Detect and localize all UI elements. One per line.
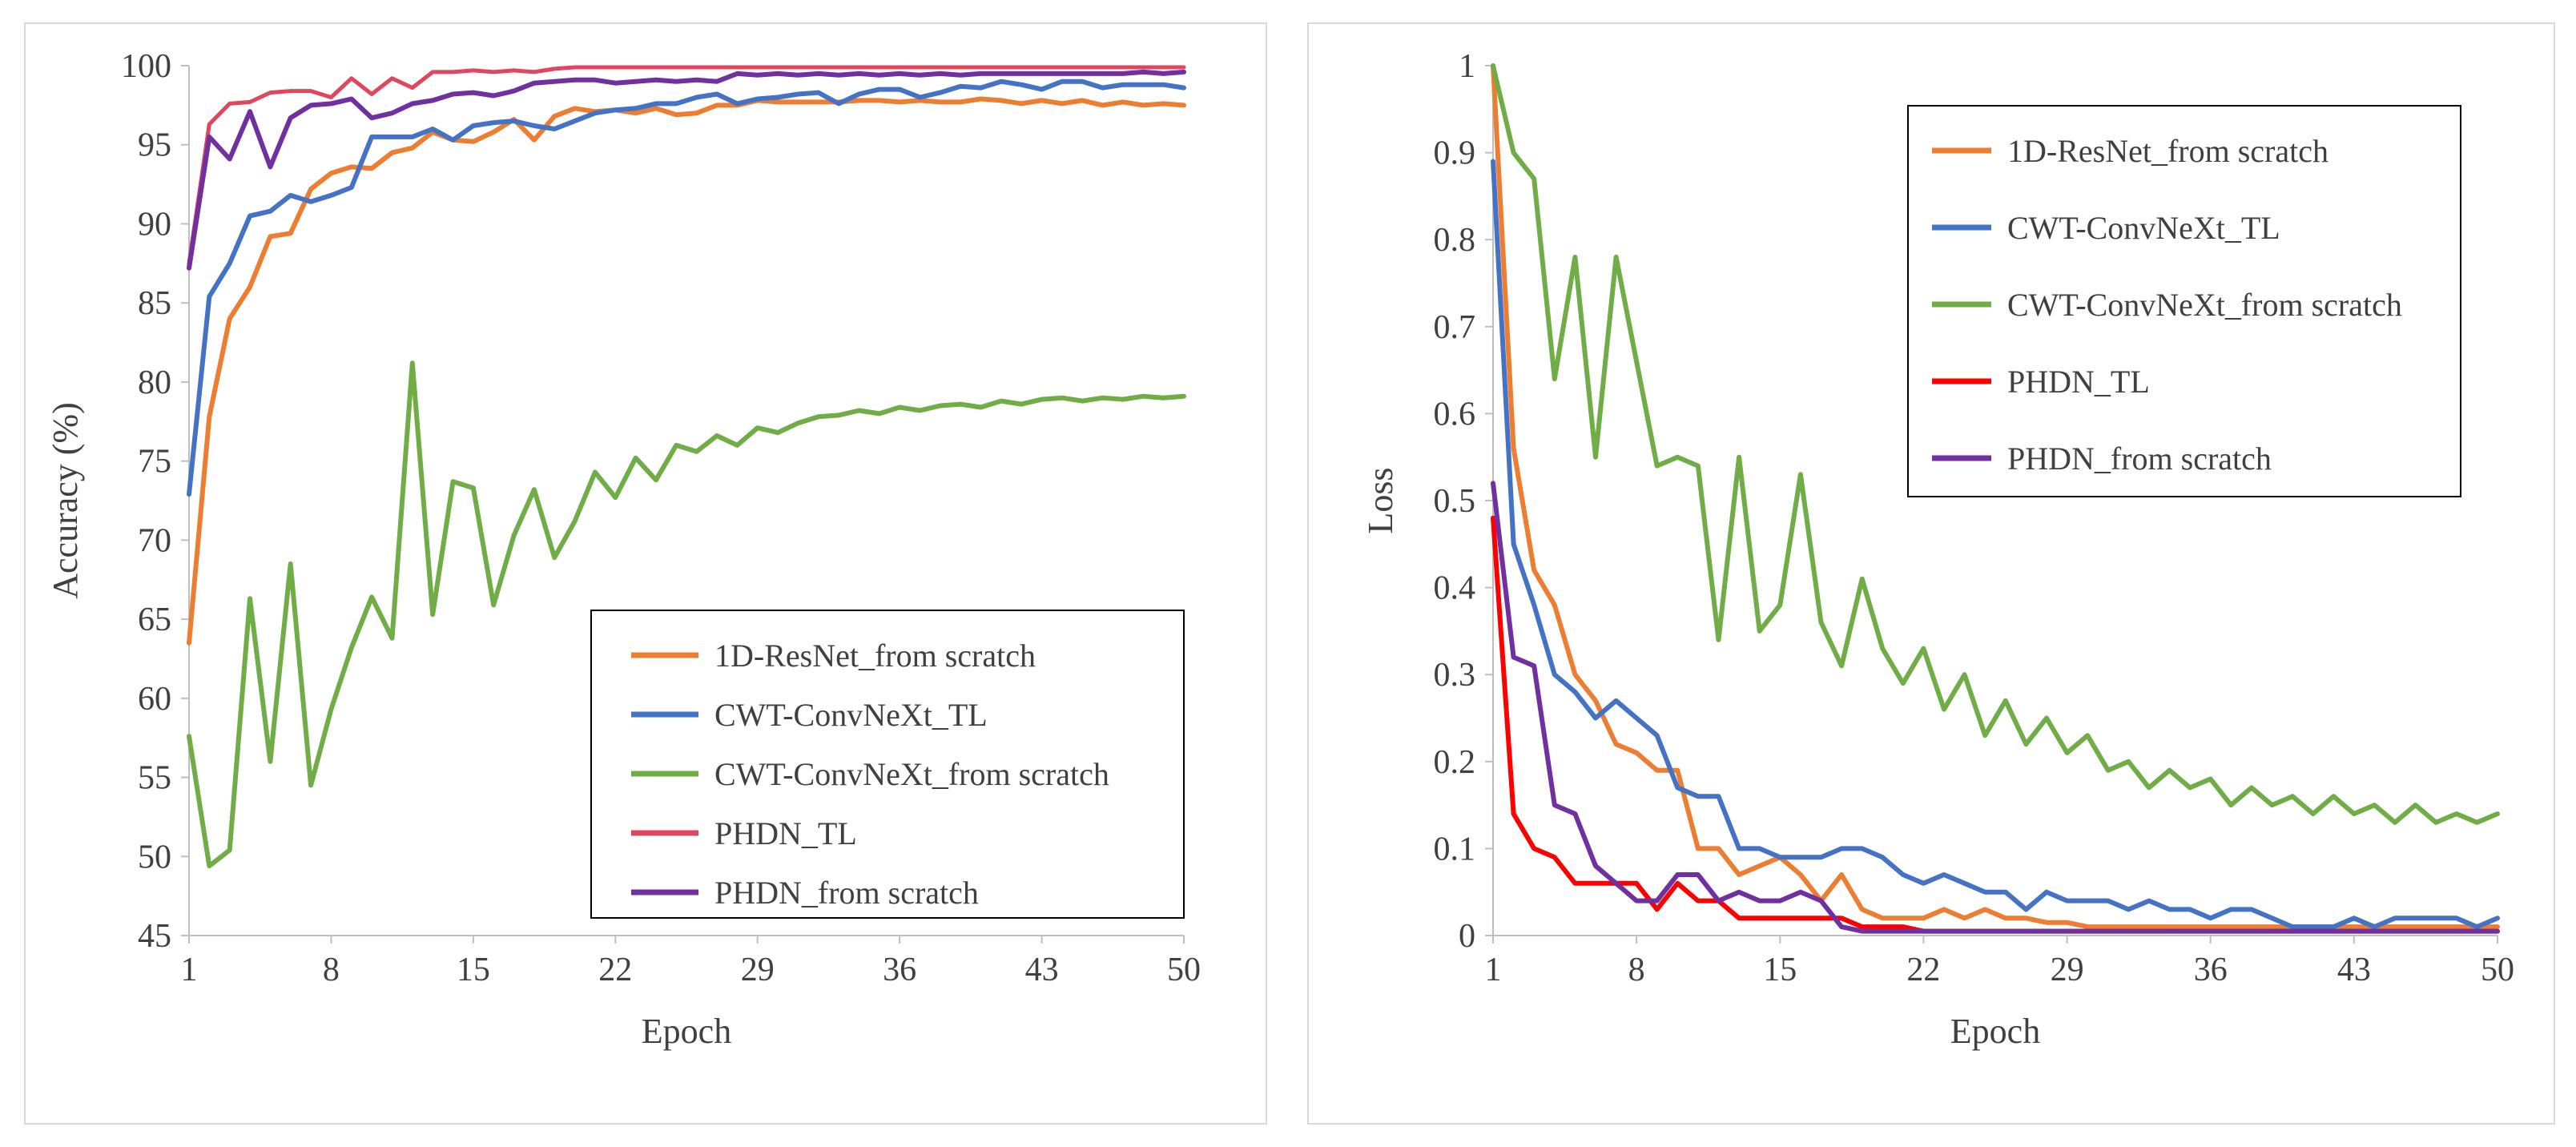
x-axis-title: Epoch (642, 1012, 731, 1051)
y-axis-title: Loss (1361, 467, 1400, 533)
x-tick-label: 8 (323, 952, 340, 988)
y-tick-label: 95 (138, 127, 171, 164)
legend-label-cwt-convnext-tl: CWT-ConvNeXt_TL (2007, 210, 2280, 246)
x-tick-label: 43 (2337, 952, 2371, 988)
x-tick-label: 22 (598, 952, 632, 988)
y-tick-label: 50 (138, 839, 171, 875)
legend: 1D-ResNet_from scratch CWT-ConvNeXt_TL CWT… (1907, 105, 2461, 497)
y-tick-label: 85 (138, 285, 171, 322)
x-tick-label: 43 (1025, 952, 1059, 988)
y-tick-label: 0.6 (1434, 396, 1476, 433)
y-tick-label: 1 (1459, 48, 1475, 85)
x-tick-label: 36 (2194, 952, 2228, 988)
y-tick-label: 55 (138, 760, 171, 797)
accuracy-chart-panel: 45 50 55 60 65 70 75 80 85 90 95 100 1 8 15 22 29 36 43 50 E… (24, 22, 1267, 1125)
legend-label-phdn-from-scratch: PHDN_from scratch (2007, 441, 2272, 477)
y-tick-label: 0 (1459, 918, 1475, 955)
series-line-cwt-convnext-from-scratch (1491, 63, 2500, 825)
y-tick-label: 0.9 (1434, 135, 1476, 172)
x-tick-label: 8 (1628, 952, 1645, 988)
y-tick-label: 0.4 (1434, 570, 1476, 607)
x-axis-title: Epoch (1950, 1012, 2040, 1051)
x-tick-label: 1 (1485, 952, 1502, 988)
legend-label-phdn-tl: PHDN_TL (2007, 364, 2150, 400)
y-tick-label: 0.3 (1434, 657, 1476, 694)
legend-label-1d-resnet-from-scratch: 1D-ResNet_from scratch (2007, 133, 2328, 169)
x-tick-label: 29 (2051, 952, 2084, 988)
series-line-phdn-from-scratch (1491, 481, 2500, 934)
loss-chart: 0 0.1 0.2 0.3 0.4 0.5 0.6 0.7 0.8 0.9 1 1 8 15 22 29 36 4… (1361, 48, 2514, 1051)
legend-box (590, 610, 1185, 919)
legend-box (1907, 105, 2461, 497)
legend-label-1d-resnet-from-scratch: 1D-ResNet_from scratch (714, 638, 1036, 674)
series-line-cwt-convnext-from-scratch (187, 360, 1186, 869)
y-tick-label: 75 (138, 444, 171, 481)
legend-label-phdn-from-scratch: PHDN_from scratch (714, 875, 979, 911)
legend-label-cwt-convnext-from-scratch: CWT-ConvNeXt_from scratch (714, 756, 1109, 792)
series-line-1d-resnet-from-scratch (187, 96, 1186, 646)
y-tick-label: 60 (138, 681, 171, 718)
y-tick-label: 0.1 (1434, 831, 1476, 867)
y-tick-label: 90 (138, 206, 171, 243)
y-tick-label: 45 (138, 918, 171, 955)
legend-label-cwt-convnext-tl: CWT-ConvNeXt_TL (714, 697, 988, 733)
series-line-phdn-tl (187, 65, 1186, 266)
legend: 1D-ResNet_from scratch CWT-ConvNeXt_TL CWT… (590, 610, 1185, 919)
legend-label-phdn-tl: PHDN_TL (714, 815, 857, 851)
x-tick-label: 50 (2481, 952, 2514, 988)
y-tick-label: 100 (121, 48, 171, 85)
y-tick-label: 0.8 (1434, 222, 1476, 259)
y-tick-label: 0.5 (1434, 483, 1476, 520)
y-axis-title: Accuracy (%) (46, 402, 85, 599)
x-tick-label: 15 (457, 952, 490, 988)
accuracy-chart: 45 50 55 60 65 70 75 80 85 90 95 100 1 8 15 22 29 36 43 50 E… (46, 48, 1201, 1051)
x-tick-label: 1 (181, 952, 198, 988)
x-tick-label: 36 (883, 952, 916, 988)
x-tick-label: 22 (1906, 952, 1940, 988)
series-line-cwt-convnext-tl (187, 78, 1186, 497)
series-line-cwt-convnext-tl (1491, 159, 2500, 930)
y-tick-label: 0.7 (1434, 309, 1476, 346)
x-tick-label: 29 (741, 952, 775, 988)
y-tick-label: 70 (138, 522, 171, 559)
y-tick-label: 65 (138, 602, 171, 638)
loss-chart-panel: 0 0.1 0.2 0.3 0.4 0.5 0.6 0.7 0.8 0.9 1 1 8 15 22 29 36 4… (1307, 22, 2555, 1125)
x-tick-label: 50 (1167, 952, 1201, 988)
series-line-phdn-from-scratch (187, 69, 1186, 271)
x-tick-label: 15 (1763, 952, 1797, 988)
y-tick-label: 80 (138, 364, 171, 401)
y-tick-label: 0.2 (1434, 744, 1476, 781)
legend-label-cwt-convnext-from-scratch: CWT-ConvNeXt_from scratch (2007, 287, 2402, 323)
